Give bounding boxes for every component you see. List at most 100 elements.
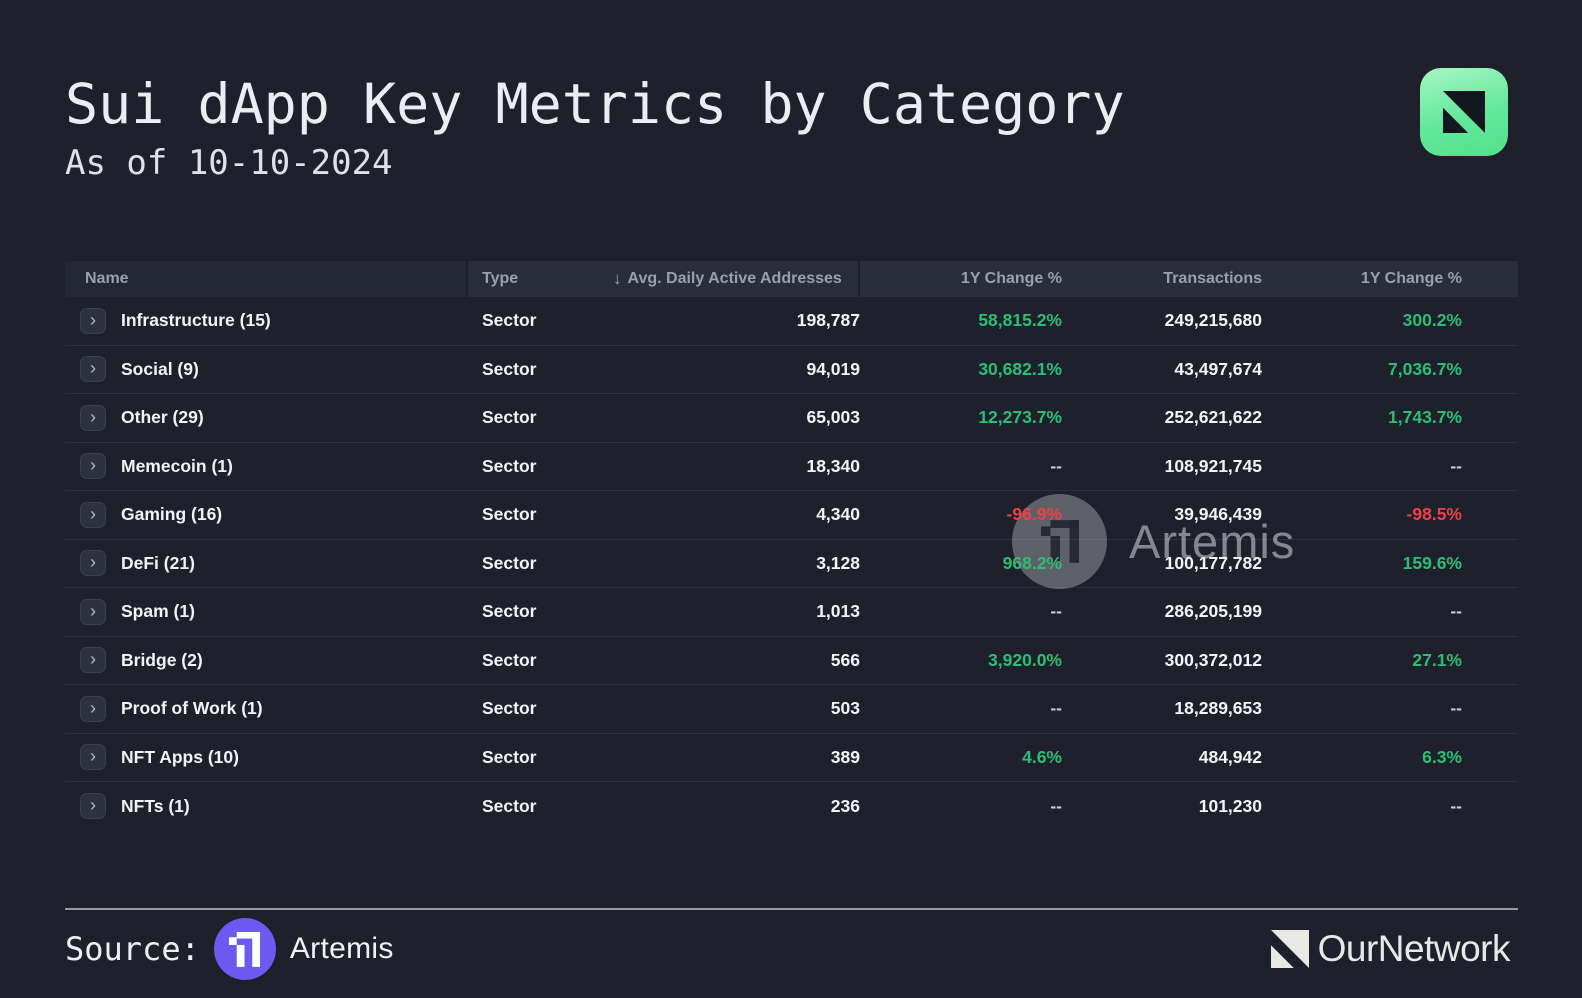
type-cell: Sector [482, 552, 537, 573]
expand-row-button[interactable]: › [80, 793, 106, 820]
diagonal-square-glyph [1443, 91, 1485, 133]
chevron-right-icon: › [90, 552, 96, 573]
transactions-value: 39,946,439 [1174, 504, 1262, 525]
1y-change-addresses-value: 12,273.7% [978, 407, 1062, 428]
source-attribution: Source: Artemis [65, 918, 394, 980]
expand-row-button[interactable]: › [80, 307, 106, 334]
table-body: › Infrastructure (15) Sector 198,787 58,815.… [65, 297, 1518, 831]
avg-daily-active-addresses-value: 65,003 [806, 407, 860, 428]
transactions-value: 300,372,012 [1164, 649, 1262, 670]
1y-change-addresses-value: -- [1050, 601, 1062, 622]
1y-change-addresses-value: 4.6% [1022, 746, 1062, 767]
category-name: Bridge (2) [121, 649, 203, 670]
1y-change-addresses-value: 58,815.2% [978, 310, 1062, 331]
source-label: Source: [65, 930, 200, 968]
name-cell: › NFT Apps (10) [65, 734, 468, 782]
expand-row-button[interactable]: › [80, 598, 106, 625]
type-cell: Sector [482, 455, 537, 476]
category-name: DeFi (21) [121, 552, 195, 573]
category-name: Gaming (16) [121, 504, 223, 525]
chevron-right-icon: › [90, 309, 96, 330]
category-name: Proof of Work (1) [121, 698, 263, 719]
footer-divider [65, 908, 1518, 910]
column-header-1y-change-addresses[interactable]: 1Y Change % [960, 270, 1062, 287]
transactions-value: 249,215,680 [1164, 310, 1262, 331]
1y-change-transactions-value: -- [1450, 698, 1462, 719]
page-title: Sui dApp Key Metrics by Category [65, 72, 1125, 136]
1y-change-transactions-value: 6.3% [1422, 746, 1462, 767]
name-cell: › Spam (1) [65, 588, 468, 636]
column-header-1y-change-transactions[interactable]: 1Y Change % [1360, 270, 1462, 287]
name-cell: › DeFi (21) [65, 540, 468, 588]
ournetwork-brand: OurNetwork [1270, 924, 1511, 974]
transactions-value: 100,177,782 [1164, 552, 1262, 573]
table-row: › Memecoin (1) Sector 18,340 -- 108,921,745 -- [65, 443, 1518, 491]
expand-row-button[interactable]: › [80, 501, 106, 528]
expand-row-button[interactable]: › [80, 744, 106, 771]
1y-change-addresses-value: 30,682.1% [978, 358, 1062, 379]
1y-change-transactions-value: 27.1% [1412, 649, 1462, 670]
expand-row-button[interactable]: › [80, 647, 106, 674]
column-header-type[interactable]: Type [482, 270, 519, 287]
expand-row-button[interactable]: › [80, 404, 106, 431]
metrics-table: Name Type ↓ Avg. Daily Active Addresses … [65, 261, 1518, 831]
type-cell: Sector [482, 310, 537, 331]
artemis-logo-icon [213, 918, 276, 980]
chevron-right-icon: › [90, 455, 96, 476]
name-cell: › Bridge (2) [65, 637, 468, 685]
name-cell: › Proof of Work (1) [65, 685, 468, 733]
expand-row-button[interactable]: › [80, 695, 106, 722]
table-header-row: Name Type ↓ Avg. Daily Active Addresses … [65, 261, 1518, 297]
expand-row-button[interactable]: › [80, 550, 106, 577]
expand-row-button[interactable]: › [80, 356, 106, 383]
column-header-avg-daily-active-addresses[interactable]: ↓ Avg. Daily Active Addresses [610, 261, 860, 297]
avg-daily-active-addresses-value: 236 [830, 795, 860, 816]
column-header-transactions[interactable]: Transactions [1163, 270, 1262, 287]
table-row: › Other (29) Sector 65,003 12,273.7% 252,621,… [65, 394, 1518, 443]
1y-change-transactions-value: -- [1450, 795, 1462, 816]
type-cell: Sector [482, 649, 537, 670]
table-row: › Social (9) Sector 94,019 30,682.1% 43,497,6… [65, 346, 1518, 394]
category-name: NFT Apps (10) [121, 746, 239, 767]
1y-change-addresses-value: -- [1050, 455, 1062, 476]
avg-daily-active-addresses-value: 198,787 [796, 310, 860, 331]
category-name: Infrastructure (15) [121, 310, 271, 331]
column-header-name[interactable]: Name [65, 261, 468, 297]
table-row: › NFT Apps (10) Sector 389 4.6% 484,942 6.3% [65, 734, 1518, 782]
category-name: Memecoin (1) [121, 455, 233, 476]
type-cell: Sector [482, 795, 537, 816]
avg-daily-active-addresses-value: 94,019 [806, 358, 860, 379]
avg-daily-active-addresses-value: 503 [830, 698, 860, 719]
avg-daily-active-addresses-value: 389 [830, 746, 860, 767]
1y-change-addresses-value: -- [1050, 795, 1062, 816]
name-cell: › Memecoin (1) [65, 443, 468, 491]
table-row: › DeFi (21) Sector 3,128 968.2% 100,177,782 15… [65, 540, 1518, 588]
1y-change-transactions-value: -- [1450, 601, 1462, 622]
expand-row-button[interactable]: › [80, 453, 106, 480]
category-name: Other (29) [121, 407, 204, 428]
1y-change-addresses-value: -- [1050, 698, 1062, 719]
ournetwork-green-logo-icon [1420, 68, 1508, 156]
transactions-value: 252,621,622 [1164, 407, 1262, 428]
category-name: Spam (1) [121, 601, 195, 622]
chevron-right-icon: › [90, 358, 96, 379]
name-cell: › Infrastructure (15) [65, 297, 468, 345]
1y-change-addresses-value: -96.9% [1006, 504, 1062, 525]
1y-change-addresses-value: 3,920.0% [988, 649, 1062, 670]
chevron-right-icon: › [90, 795, 96, 816]
source-name: Artemis [289, 932, 394, 965]
table-row: › Spam (1) Sector 1,013 -- 286,205,199 -- [65, 588, 1518, 637]
1y-change-transactions-value: -98.5% [1406, 504, 1462, 525]
chevron-right-icon: › [90, 697, 96, 718]
1y-change-transactions-value: 1,743.7% [1388, 407, 1462, 428]
avg-daily-active-addresses-value: 566 [830, 649, 860, 670]
1y-change-addresses-value: 968.2% [1002, 552, 1062, 573]
chevron-right-icon: › [90, 746, 96, 767]
transactions-value: 286,205,199 [1164, 601, 1262, 622]
type-cell: Sector [482, 504, 537, 525]
avg-daily-active-addresses-value: 1,013 [816, 601, 860, 622]
page-subtitle: As of 10-10-2024 [65, 143, 393, 183]
type-cell: Sector [482, 746, 537, 767]
artemis-pixel-a-glyph [229, 931, 261, 967]
